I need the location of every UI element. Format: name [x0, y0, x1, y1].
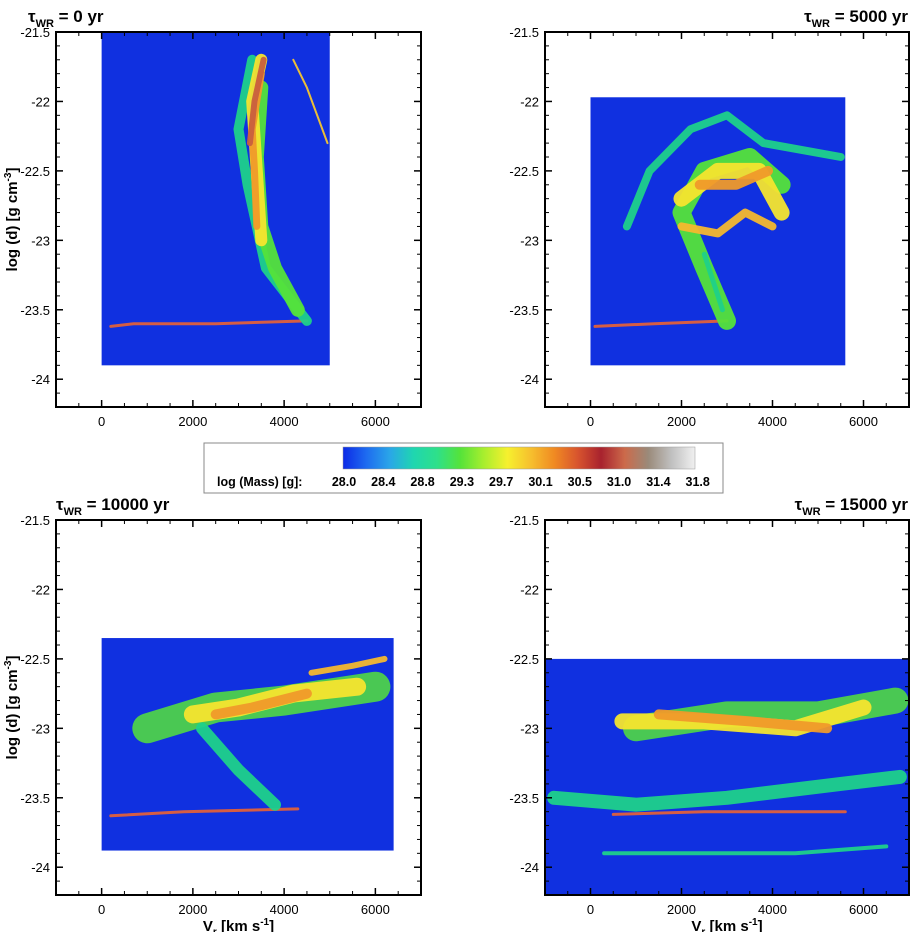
- panel-1: 0 2000 4000 6000 -21.5 -22 -22.5 -23 -23.5 -24 τWR…: [3, 7, 422, 429]
- colorbar-tick-label: 31.4: [646, 475, 670, 489]
- y-tick-label: -22: [520, 94, 539, 109]
- y-tick-label: -24: [31, 372, 50, 387]
- y-tick-label: -21.5: [20, 513, 50, 528]
- y-tick-label: -24: [520, 860, 539, 875]
- x-axis-label: Vr [km s-1]: [203, 917, 274, 932]
- y-tick-label: -23.5: [20, 303, 50, 318]
- mass-feature-6: [677, 208, 777, 238]
- colorbar-tick-label: 29.7: [489, 475, 513, 489]
- x-tick-label: 2000: [667, 414, 696, 429]
- x-tick-label: 4000: [758, 414, 787, 429]
- panel-title: τWR = 10000 yr: [56, 495, 170, 518]
- y-tick-label: -21.5: [509, 513, 539, 528]
- colorbar-tick-label: 28.0: [332, 475, 356, 489]
- mass-feature-5: [210, 688, 312, 720]
- x-tick-label: 2000: [667, 902, 696, 917]
- panel-title: τWR = 5000 yr: [804, 7, 908, 30]
- y-axis-label: log (d) [g cm-3]: [3, 656, 21, 760]
- x-tick-label: 0: [587, 902, 594, 917]
- panel-title: τWR = 15000 yr: [795, 495, 909, 518]
- y-tick-label: -22.5: [20, 164, 50, 179]
- panel-2: 0 2000 4000 6000 -21.5 -22 -22.5 -23 -23.5 -24 τWR…: [509, 7, 910, 429]
- y-tick-label: -22.5: [509, 652, 539, 667]
- x-axis-label: Vr [km s-1]: [691, 917, 762, 932]
- panel-title: τWR = 0 yr: [28, 7, 104, 30]
- colorbar-tick-label: 28.8: [410, 475, 434, 489]
- y-tick-label: -21.5: [20, 25, 50, 40]
- mass-feature-6: [246, 56, 267, 147]
- mass-feature-1: [109, 807, 300, 818]
- y-tick-label: -23.5: [509, 791, 539, 806]
- x-tick-label: 4000: [270, 414, 299, 429]
- mass-feature-3: [196, 722, 281, 811]
- y-tick-label: -23.5: [20, 791, 50, 806]
- x-tick-label: 0: [98, 414, 105, 429]
- colorbar-tick-label: 30.5: [568, 475, 592, 489]
- mass-distribution: [109, 655, 391, 818]
- y-tick-label: -22: [31, 582, 50, 597]
- y-tick-label: -24: [520, 372, 539, 387]
- density-field: [101, 638, 394, 851]
- panel-3: 0 2000 4000 6000 -21.5 -22 -22.5 -23 -23.5 -24 τWR…: [3, 495, 422, 932]
- colorbar-tick-label: 29.3: [450, 475, 474, 489]
- y-tick-label: -22: [520, 582, 539, 597]
- y-tick-label: -23: [520, 233, 539, 248]
- mass-distribution: [593, 111, 845, 330]
- colorbar-gradient: [342, 446, 696, 470]
- y-tick-label: -23: [31, 721, 50, 736]
- mass-feature-7: [292, 58, 329, 145]
- x-tick-label: 4000: [270, 902, 299, 917]
- mass-feature-2: [547, 769, 907, 812]
- y-axis-label: log (d) [g cm-3]: [3, 168, 21, 272]
- y-tick-label: -24: [31, 860, 50, 875]
- colorbar-legend: log (Mass) [g]: 28.0 28.4 28.8 29.3 29.7 30.1 3…: [203, 442, 724, 494]
- x-tick-label: 6000: [849, 414, 878, 429]
- x-tick-label: 6000: [361, 902, 390, 917]
- colorbar-tick-label: 31.8: [686, 475, 710, 489]
- mass-feature-1: [611, 810, 847, 816]
- x-tick-label: 4000: [758, 902, 787, 917]
- x-tick-label: 6000: [849, 902, 878, 917]
- y-tick-label: -23: [520, 721, 539, 736]
- y-tick-label: -23.5: [509, 303, 539, 318]
- y-tick-label: -22: [31, 94, 50, 109]
- colorbar-tick-label: 31.0: [607, 475, 631, 489]
- mass-feature-5: [653, 709, 833, 734]
- x-tick-label: 6000: [361, 414, 390, 429]
- x-tick-label: 2000: [178, 414, 207, 429]
- colorbar-tick-label: 28.4: [371, 475, 395, 489]
- mass-distribution: [109, 53, 329, 328]
- y-tick-label: -22.5: [20, 652, 50, 667]
- mass-feature-1: [593, 319, 729, 328]
- colorbar-tick-label: 30.1: [528, 475, 552, 489]
- y-tick-label: -21.5: [509, 25, 539, 40]
- mass-feature-7: [701, 251, 725, 313]
- y-tick-label: -23: [31, 233, 50, 248]
- mass-feature-6: [602, 844, 889, 856]
- mass-feature-1: [109, 319, 309, 328]
- y-tick-label: -22.5: [509, 164, 539, 179]
- mass-feature-6: [308, 655, 388, 676]
- x-tick-label: 2000: [178, 902, 207, 917]
- mass-feature-2: [622, 111, 845, 231]
- mass-distribution: [547, 687, 909, 856]
- x-tick-label: 0: [587, 414, 594, 429]
- x-tick-label: 0: [98, 902, 105, 917]
- panel-4: 0 2000 4000 6000 -21.5 -22 -22.5 -23 -23.5 -24 τWR…: [509, 495, 910, 932]
- colorbar-label: log (Mass) [g]:: [217, 475, 302, 489]
- mass-feature-5: [694, 165, 773, 190]
